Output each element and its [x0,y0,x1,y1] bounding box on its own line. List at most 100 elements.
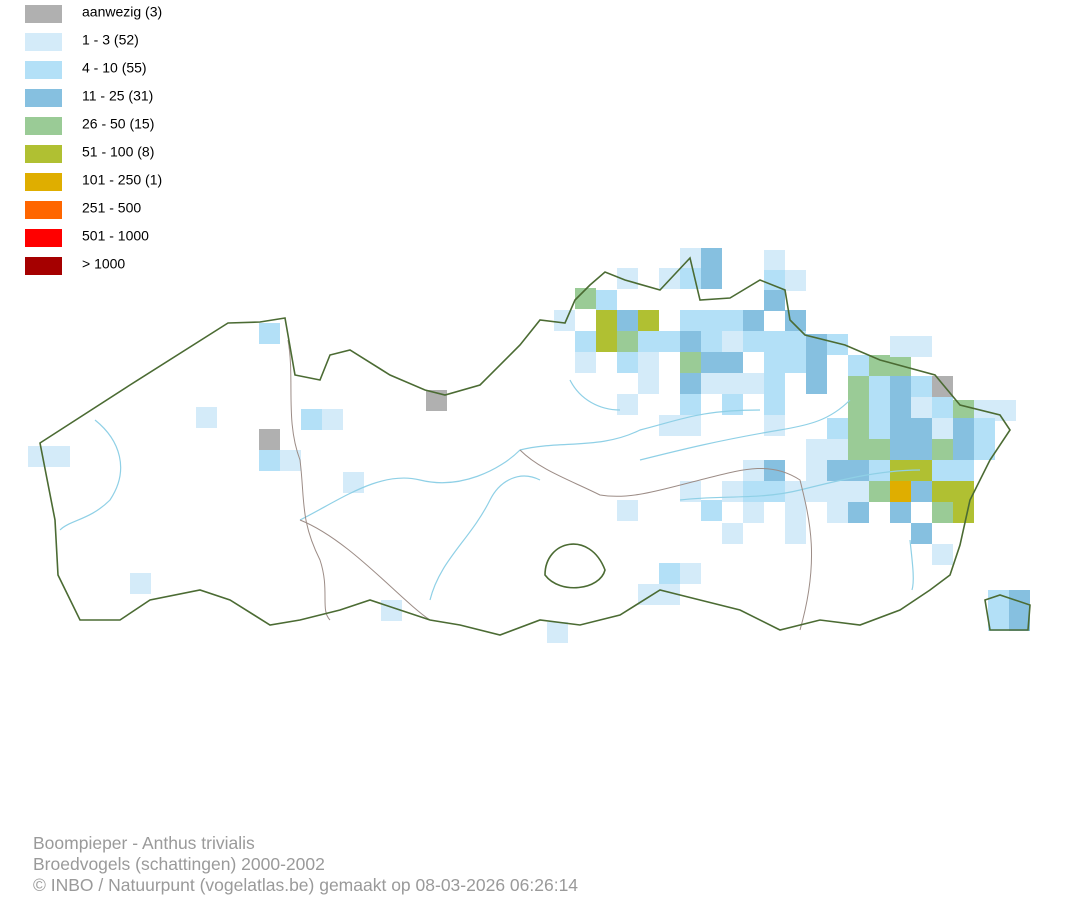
grid-cell [806,481,827,502]
grid-cell [680,481,701,502]
grid-cell [848,439,869,460]
grid-cell [659,563,680,584]
legend-label: 26 - 50 (15) [82,116,154,132]
region-outline [39,256,1031,636]
grid-cell [785,310,806,331]
grid-cell [911,439,932,460]
grid-cell [890,418,911,439]
grid-cell [547,622,568,643]
grid-cell [743,481,764,502]
grid-cell [701,268,722,289]
grid-cell [827,502,848,523]
grid-cell [1009,590,1030,611]
grid-cell [932,418,953,439]
legend-swatch [25,61,62,79]
grid-cell [995,400,1016,421]
grid-cell [722,373,743,394]
grid-cell [322,409,343,430]
grid-cell [764,270,785,291]
footer-line: © INBO / Natuurpunt (vogelatlas.be) gema… [33,875,578,895]
grid-cell [848,397,869,418]
grid-cell [701,373,722,394]
legend-swatch [25,5,62,23]
grid-cell [575,331,596,352]
grid-cell [259,450,280,471]
legend-swatch [25,257,62,275]
grid-cell [575,288,596,309]
grid-cell [743,460,764,481]
grid-cell [911,481,932,502]
grid-cell [743,331,764,352]
legend-label: 51 - 100 (8) [82,144,154,160]
grid-cell [932,544,953,565]
grid-cell [680,310,701,331]
grid-cell [869,418,890,439]
grid-cell [974,439,995,460]
grid-cell [764,460,785,481]
grid-cell [869,376,890,397]
grid-cell [869,355,890,376]
grid-cell [764,331,785,352]
grid-cell [575,352,596,373]
grid-cell [701,352,722,373]
grid-cell [869,460,890,481]
grid-cell [890,439,911,460]
grid-cell [932,460,953,481]
grid-cell [722,481,743,502]
grid-cell [28,446,49,467]
grid-cell [890,336,911,357]
grid-cell [680,563,701,584]
grid-cell [953,502,974,523]
grid-cell [701,248,722,269]
grid-cell [722,352,743,373]
grid-cell [743,502,764,523]
grid-cell [890,376,911,397]
grid-cell [848,355,869,376]
grid-cell [827,481,848,502]
grid-cell [617,352,638,373]
grid-cell [764,373,785,394]
grid-cells [28,248,1030,643]
grid-cell [953,460,974,481]
grid-cell [680,268,701,289]
grid-cell [848,481,869,502]
grid-cell [827,460,848,481]
legend-label: 1 - 3 (52) [82,32,139,48]
grid-cell [49,446,70,467]
grid-cell [785,331,806,352]
grid-cell [827,334,848,355]
legend-label: 4 - 10 (55) [82,60,147,76]
grid-cell [617,268,638,289]
footer-line: Broedvogels (schattingen) 2000-2002 [33,854,325,874]
legend-swatch [25,33,62,51]
grid-cell [638,373,659,394]
grid-cell [701,331,722,352]
grid-cell [426,390,447,411]
legend-label: 11 - 25 (31) [82,88,153,104]
legend-label: 101 - 250 (1) [82,172,162,188]
grid-cell [764,415,785,436]
grid-cell [764,290,785,311]
grid-cell [911,460,932,481]
grid-cell [932,376,953,397]
grid-cell [554,310,575,331]
grid-cell [869,481,890,502]
grid-cell [722,523,743,544]
grid-cell [953,439,974,460]
grid-cell [680,394,701,415]
grid-cell [953,418,974,439]
legend-label: aanwezig (3) [82,4,162,20]
grid-cell [988,590,1009,611]
legend-label: 501 - 1000 [82,228,149,244]
grid-cell [848,376,869,397]
grid-cell [764,352,785,373]
legend-swatch [25,173,62,191]
grid-cell [301,409,322,430]
grid-cell [932,502,953,523]
grid-cell [785,352,806,373]
grid-cell [848,502,869,523]
grid-cell [932,397,953,418]
grid-cell [890,397,911,418]
